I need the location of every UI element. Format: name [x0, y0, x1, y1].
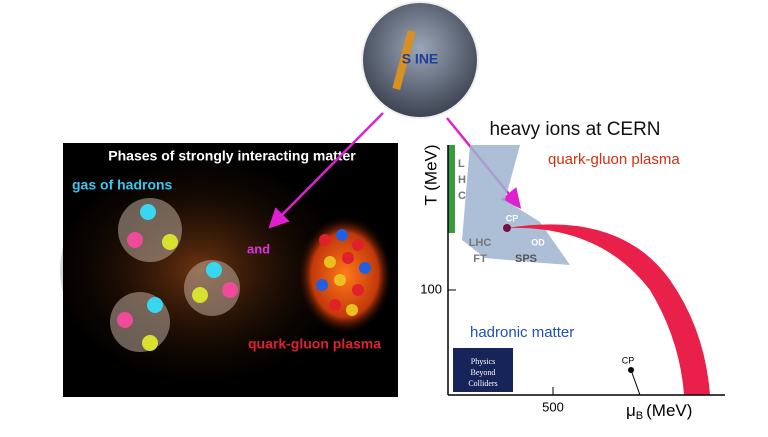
panel-title: Phases of strongly interacting matter — [108, 148, 356, 164]
pbc-logo: Physics Beyond Colliders — [453, 348, 513, 392]
arrow — [268, 112, 384, 229]
lhc-letter: L — [458, 158, 465, 170]
qgp-label: quark-gluon plasma — [248, 336, 381, 352]
x-symbol: μ — [626, 401, 636, 420]
hadrons — [110, 198, 240, 352]
lhc-letter: H — [458, 174, 466, 186]
y-axis-label: T (MeV) — [421, 144, 440, 205]
lhc-letter: C — [458, 190, 466, 202]
critical-point — [503, 224, 511, 232]
experiment-region — [462, 145, 570, 265]
x-unit: (MeV) — [646, 401, 692, 420]
x-axis-label: μB (MeV) — [626, 401, 692, 421]
y-tick-label: 100 — [420, 281, 442, 296]
hadronic-label: hadronic matter — [470, 324, 574, 341]
qgp-quarks — [316, 229, 371, 316]
experiment-photo: S INE — [361, 1, 479, 119]
cp-label: CP — [506, 213, 519, 223]
cp-dot — [628, 367, 634, 373]
logo-text: S INE — [402, 51, 439, 67]
cp-label: CP — [622, 355, 635, 365]
pbc-text: Physics — [471, 357, 495, 366]
title: heavy ions at CERN — [489, 119, 660, 140]
left-panel: Phases of strongly interacting matter ga… — [60, 143, 398, 397]
and-label: and — [247, 241, 270, 256]
lhc-ft-label: FT — [473, 253, 487, 265]
sps-label: SPS — [515, 253, 537, 265]
cp-pointer — [630, 369, 641, 396]
pbc-text: Colliders — [468, 379, 497, 388]
pbc-text: Beyond — [471, 368, 496, 377]
qgp-blob — [297, 215, 393, 335]
qgp-region-label: quark-gluon plasma — [548, 151, 680, 168]
lhc-band — [448, 145, 455, 233]
x-tick-label: 500 — [542, 399, 564, 414]
x-subscript: B — [636, 410, 643, 422]
phase-diagram: 100 500 T (MeV) μB (MeV) quark-gluon plas… — [420, 144, 725, 422]
od-label: OD — [531, 237, 545, 247]
crossover-band — [507, 224, 710, 395]
lhc-ft-label: LHC — [469, 237, 492, 249]
gas-label: gas of hadrons — [72, 177, 173, 193]
